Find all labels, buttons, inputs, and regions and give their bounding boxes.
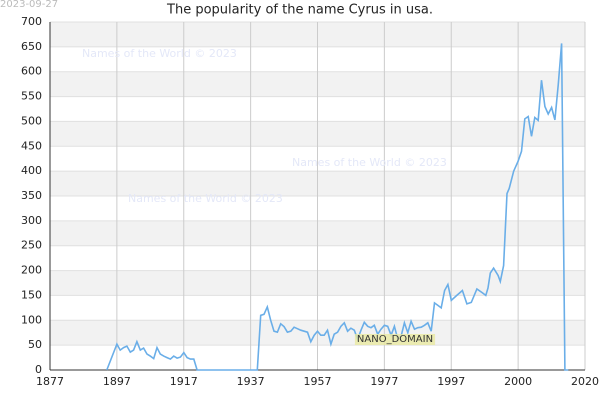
y-tick-label: 50 <box>28 338 42 351</box>
domain-label: NANO_DOMAIN <box>357 334 433 345</box>
y-tick-label: 350 <box>21 189 42 202</box>
y-tick-label: 550 <box>21 90 42 103</box>
x-tick-label: 2000 <box>504 375 532 388</box>
y-tick-label: 250 <box>21 239 42 252</box>
series-line <box>106 43 569 371</box>
y-tick-label: 700 <box>21 15 42 28</box>
x-tick-label: 1877 <box>36 375 64 388</box>
domain-label-bg <box>354 334 436 345</box>
watermark: Names of the World © 2023 <box>82 47 237 60</box>
y-tick-label: 450 <box>21 139 42 152</box>
date-stamp: 2023-09-27 <box>0 0 58 10</box>
y-tick-label: 100 <box>21 313 42 326</box>
y-tick-label: 400 <box>21 164 42 177</box>
x-tick-label: 1997 <box>437 375 465 388</box>
x-tick-label: 1977 <box>370 375 398 388</box>
y-tick-label: 650 <box>21 40 42 53</box>
y-tick-label: 300 <box>21 214 42 227</box>
watermark: Names of the World © 2023 <box>128 192 283 205</box>
y-tick-label: 0 <box>35 363 42 376</box>
x-tick-label: 2020 <box>571 375 599 388</box>
y-tick-label: 500 <box>21 114 42 127</box>
y-tick-label: 150 <box>21 288 42 301</box>
x-tick-label: 1957 <box>304 375 332 388</box>
y-tick-label: 600 <box>21 65 42 78</box>
chart-title: The popularity of the name Cyrus in usa. <box>166 3 433 18</box>
y-tick-label: 200 <box>21 264 42 277</box>
x-tick-label: 1897 <box>103 375 131 388</box>
x-tick-label: 1917 <box>170 375 198 388</box>
x-tick-label: 1937 <box>237 375 265 388</box>
watermark: Names of the World © 2023 <box>292 156 447 169</box>
